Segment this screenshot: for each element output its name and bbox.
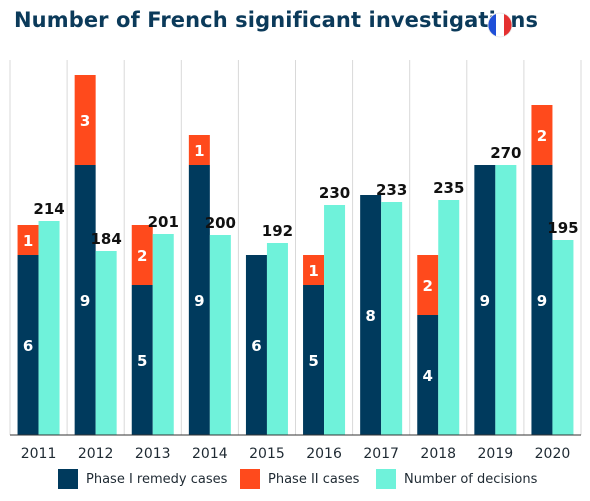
label-decisions-2017: 233 <box>376 181 407 199</box>
label-phase1-2019: 9 <box>480 292 490 310</box>
x-tick-label-2014: 2014 <box>192 446 228 462</box>
bar-decisions-2018 <box>438 200 460 435</box>
label-phase1-2017: 8 <box>365 307 375 325</box>
label-phase2-2013: 2 <box>137 247 147 265</box>
label-decisions-2020: 195 <box>547 219 578 237</box>
label-phase1-2016: 5 <box>308 352 318 370</box>
bar-phase2-2018 <box>417 255 439 315</box>
bar-decisions-2015 <box>266 243 288 435</box>
bar-decisions-2013 <box>152 234 174 435</box>
label-decisions-2012: 184 <box>90 230 121 248</box>
label-phase1-2012: 9 <box>80 292 90 310</box>
bar-decisions-2011 <box>38 221 60 435</box>
bar-phase1-2013 <box>131 285 153 435</box>
label-decisions-2011: 214 <box>33 200 64 218</box>
bar-phase2-2013 <box>131 225 153 285</box>
bar-phase2-2020 <box>531 105 553 165</box>
x-tick-label-2019: 2019 <box>478 446 514 462</box>
bar-phase2-2016 <box>303 255 325 285</box>
label-phase2-2014: 1 <box>194 142 204 160</box>
label-decisions-2014: 200 <box>205 214 236 232</box>
x-tick-label-2011: 2011 <box>21 446 57 462</box>
legend-swatch-decisions <box>376 469 396 489</box>
x-tick-label-2020: 2020 <box>535 446 571 462</box>
bar-phase1-2020 <box>531 165 553 435</box>
bar-decisions-2017 <box>381 202 403 435</box>
bar-decisions-2014 <box>209 235 231 435</box>
label-phase1-2013: 5 <box>137 352 147 370</box>
label-decisions-2019: 270 <box>490 144 521 162</box>
bar-decisions-2012 <box>95 251 117 435</box>
label-decisions-2016: 230 <box>319 184 350 202</box>
bar-phase1-2012 <box>74 165 96 435</box>
legend-swatch-phase2 <box>240 469 260 489</box>
legend-item-phase1: Phase I remedy cases <box>58 468 227 490</box>
bar-decisions-2019 <box>495 165 517 435</box>
label-phase2-2018: 2 <box>423 277 433 295</box>
label-phase2-2020: 2 <box>537 127 547 145</box>
bar-phase1-2014 <box>188 165 210 435</box>
x-tick-label-2013: 2013 <box>135 446 171 462</box>
label-decisions-2015: 192 <box>262 222 293 240</box>
legend-item-phase2: Phase II cases <box>240 468 359 490</box>
x-tick-label-2016: 2016 <box>306 446 342 462</box>
bar-phase2-2014 <box>188 135 210 165</box>
bar-phase1-2017 <box>360 195 382 435</box>
label-phase2-2016: 1 <box>308 262 318 280</box>
bar-decisions-2016 <box>324 205 346 435</box>
legend-label-decisions: Number of decisions <box>404 471 538 487</box>
legend-swatch-phase1 <box>58 469 78 489</box>
legend-label-phase2: Phase II cases <box>268 471 360 487</box>
x-tick-label-2018: 2018 <box>420 446 456 462</box>
legend-item-decisions: Number of decisions <box>376 468 537 490</box>
chart-title: Number of French significant investigati… <box>14 8 539 32</box>
x-tick-label-2012: 2012 <box>78 446 114 462</box>
label-decisions-2013: 201 <box>148 213 179 231</box>
x-tick-label-2017: 2017 <box>363 446 399 462</box>
bar-phase2-2012 <box>74 75 96 165</box>
label-phase2-2011: 1 <box>23 232 33 250</box>
bar-phase1-2011 <box>17 255 39 435</box>
bar-decisions-2020 <box>552 240 574 435</box>
bar-phase1-2019 <box>474 165 496 435</box>
label-phase2-2012: 3 <box>80 112 90 130</box>
bar-phase1-2015 <box>245 255 267 435</box>
x-tick-label-2015: 2015 <box>249 446 285 462</box>
label-phase1-2020: 9 <box>537 292 547 310</box>
bar-phase1-2016 <box>303 285 325 435</box>
label-phase1-2011: 6 <box>23 337 33 355</box>
legend-label-phase1: Phase I remedy cases <box>86 471 228 487</box>
label-phase1-2018: 4 <box>423 367 433 385</box>
label-phase1-2015: 6 <box>251 337 261 355</box>
france-flag-icon <box>487 12 513 38</box>
label-decisions-2018: 235 <box>433 179 464 197</box>
bar-phase1-2018 <box>417 315 439 435</box>
label-phase1-2014: 9 <box>194 292 204 310</box>
bar-phase2-2011 <box>17 225 39 255</box>
